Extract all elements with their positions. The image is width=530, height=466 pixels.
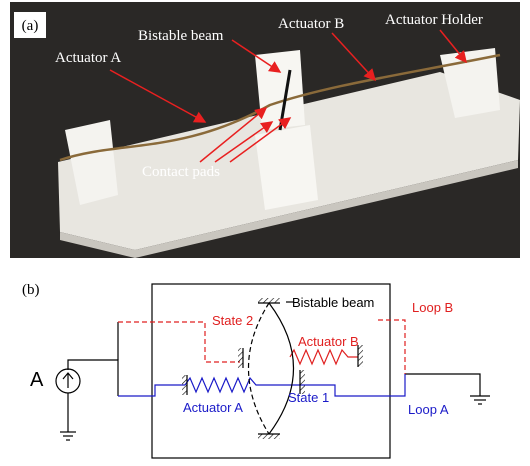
label: State 2 — [212, 313, 253, 328]
panel-label: (a) — [22, 18, 39, 34]
label: State 1 — [288, 390, 329, 405]
annotation: Contact pads — [142, 164, 220, 180]
label: A — [30, 369, 44, 391]
label: Loop B — [412, 300, 453, 315]
annotation: Bistable beam — [138, 28, 224, 44]
label: Actuator A — [183, 400, 243, 415]
panel-label: (b) — [22, 282, 40, 298]
label: Bistable beam — [292, 295, 374, 310]
annotation: Actuator A — [55, 50, 121, 66]
label: Actuator B — [298, 334, 359, 349]
annotation: Actuator Holder — [385, 12, 483, 28]
figure: (a) Actuator A Bistable beam Actuator B … — [0, 0, 530, 466]
photo: (a) Actuator A Bistable beam Actuator B … — [10, 2, 520, 258]
label: Loop A — [408, 402, 449, 417]
annotation: Actuator B — [278, 16, 344, 32]
